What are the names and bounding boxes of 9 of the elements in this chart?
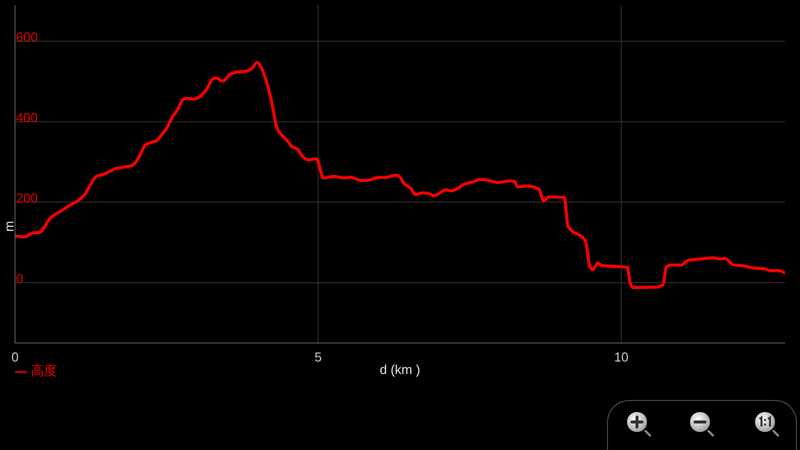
y-tick-label: 0 [16,271,24,286]
y-tick-label: 600 [16,30,38,45]
y-tick-label: 200 [16,190,38,206]
y-tick-label: 400 [16,110,38,126]
legend-label: 高度 [31,363,57,378]
x-axis-title: d (km ) [380,362,420,377]
x-tick-label: 10 [614,350,629,364]
x-tick-label: 5 [314,350,322,364]
y-axis-title: m [2,220,16,232]
